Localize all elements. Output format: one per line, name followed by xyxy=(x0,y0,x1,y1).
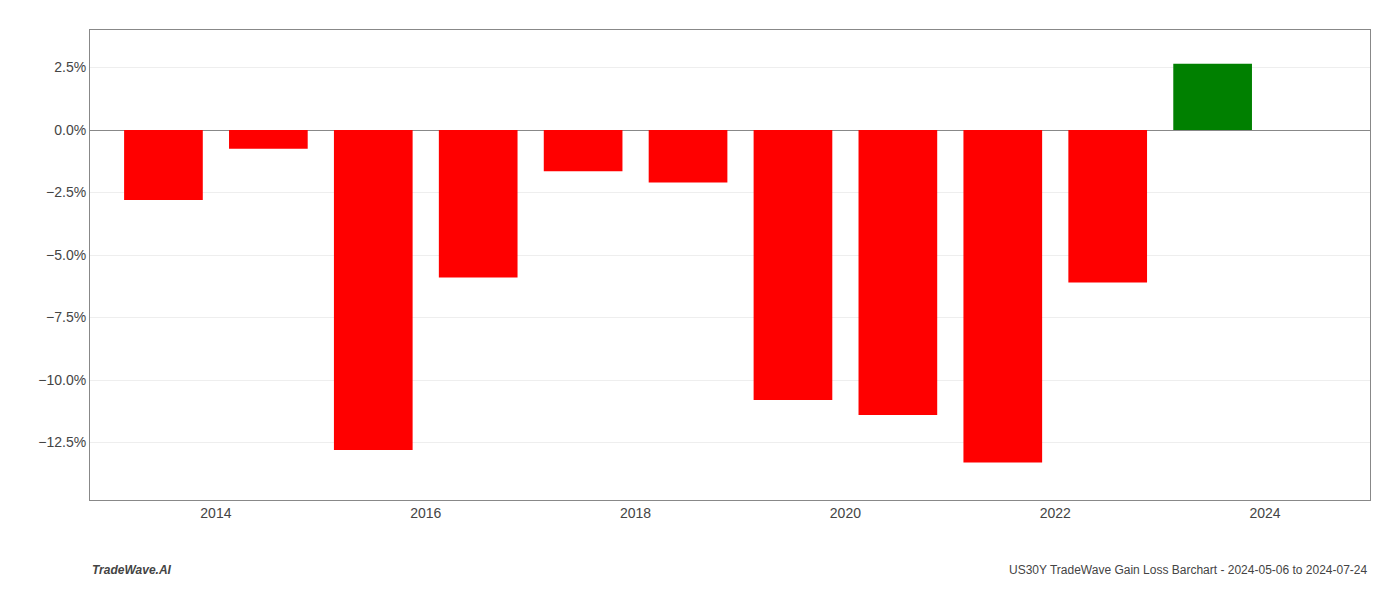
svg-text:−2.5%: −2.5% xyxy=(46,184,86,200)
svg-text:US30Y TradeWave Gain Loss Barc: US30Y TradeWave Gain Loss Barchart - 202… xyxy=(1009,563,1368,577)
svg-text:2018: 2018 xyxy=(620,505,651,521)
svg-text:2016: 2016 xyxy=(410,505,441,521)
svg-text:2022: 2022 xyxy=(1040,505,1071,521)
svg-text:−10.0%: −10.0% xyxy=(38,372,86,388)
svg-text:−7.5%: −7.5% xyxy=(46,309,86,325)
svg-text:2020: 2020 xyxy=(830,505,861,521)
svg-text:−5.0%: −5.0% xyxy=(46,247,86,263)
svg-text:2.5%: 2.5% xyxy=(54,59,86,75)
svg-text:−12.5%: −12.5% xyxy=(38,434,86,450)
svg-text:2014: 2014 xyxy=(200,505,231,521)
svg-text:2024: 2024 xyxy=(1250,505,1281,521)
svg-text:0.0%: 0.0% xyxy=(54,122,86,138)
svg-text:TradeWave.AI: TradeWave.AI xyxy=(92,563,172,577)
